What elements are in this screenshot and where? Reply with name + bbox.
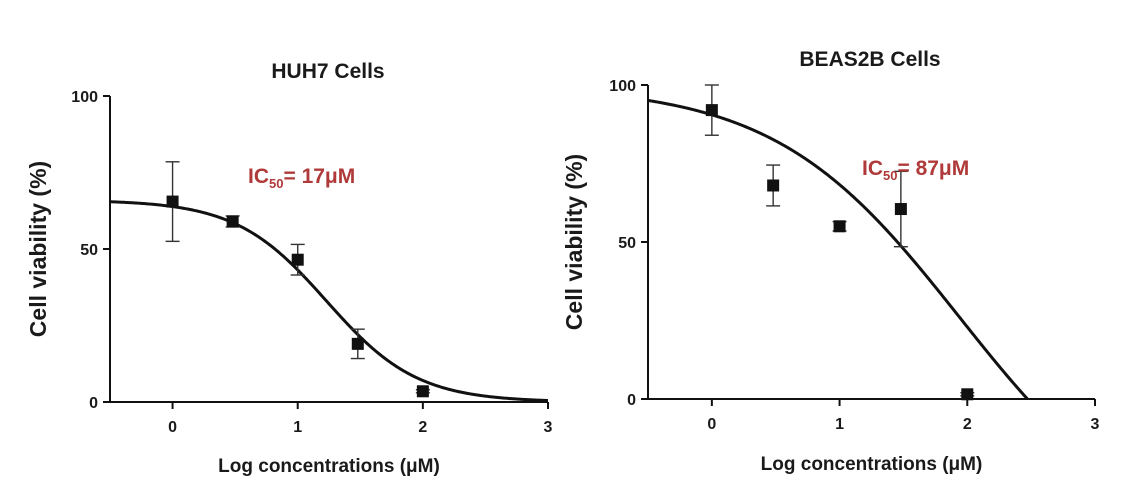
- x-tick-label: 2: [418, 419, 427, 436]
- ic50-value: = 17μM: [283, 165, 355, 188]
- y-tick-label: 50: [618, 235, 636, 252]
- x-tick-label: 0: [707, 416, 716, 433]
- data-point: [894, 203, 907, 216]
- x-tick-label: 2: [963, 416, 972, 433]
- data-point: [416, 385, 429, 398]
- ic50-subscript: 50: [883, 168, 897, 183]
- data-point: [291, 253, 304, 266]
- x-axis-label: Log concentrations (μM): [218, 456, 440, 477]
- ic50-subscript: 50: [269, 176, 283, 191]
- y-tick-label: 0: [627, 392, 636, 409]
- y-tick-label: 50: [80, 242, 98, 259]
- fit-curve: [109, 200, 549, 402]
- ic50-value: = 87μM: [897, 157, 969, 180]
- chart-title: BEAS2B Cells: [799, 48, 940, 71]
- data-point: [166, 195, 179, 208]
- ic50-annotation: IC50= 87μM: [862, 157, 969, 183]
- x-tick-label: 3: [1091, 416, 1100, 433]
- x-tick-label: 3: [544, 419, 553, 436]
- data-point: [705, 104, 718, 117]
- fit-curve: [647, 98, 1029, 400]
- y-axis-label: Cell viability (%): [561, 154, 587, 330]
- x-tick-label: 1: [835, 416, 844, 433]
- ic50-main: IC: [862, 157, 883, 180]
- y-tick-label: 0: [89, 395, 98, 412]
- x-tick-label: 1: [293, 419, 302, 436]
- data-point: [833, 220, 846, 233]
- chart-title: HUH7 Cells: [271, 60, 384, 83]
- ic50-annotation: IC50= 17μM: [248, 165, 355, 191]
- x-tick-label: 0: [168, 419, 177, 436]
- y-tick-label: 100: [71, 89, 98, 106]
- data-point: [351, 337, 364, 350]
- data-point: [767, 179, 780, 192]
- y-axis-label: Cell viability (%): [25, 161, 51, 337]
- ic50-main: IC: [248, 165, 269, 188]
- x-axis-label: Log concentrations (μM): [761, 454, 983, 475]
- data-point: [961, 388, 974, 401]
- y-tick-label: 100: [609, 78, 636, 95]
- data-point: [226, 215, 239, 228]
